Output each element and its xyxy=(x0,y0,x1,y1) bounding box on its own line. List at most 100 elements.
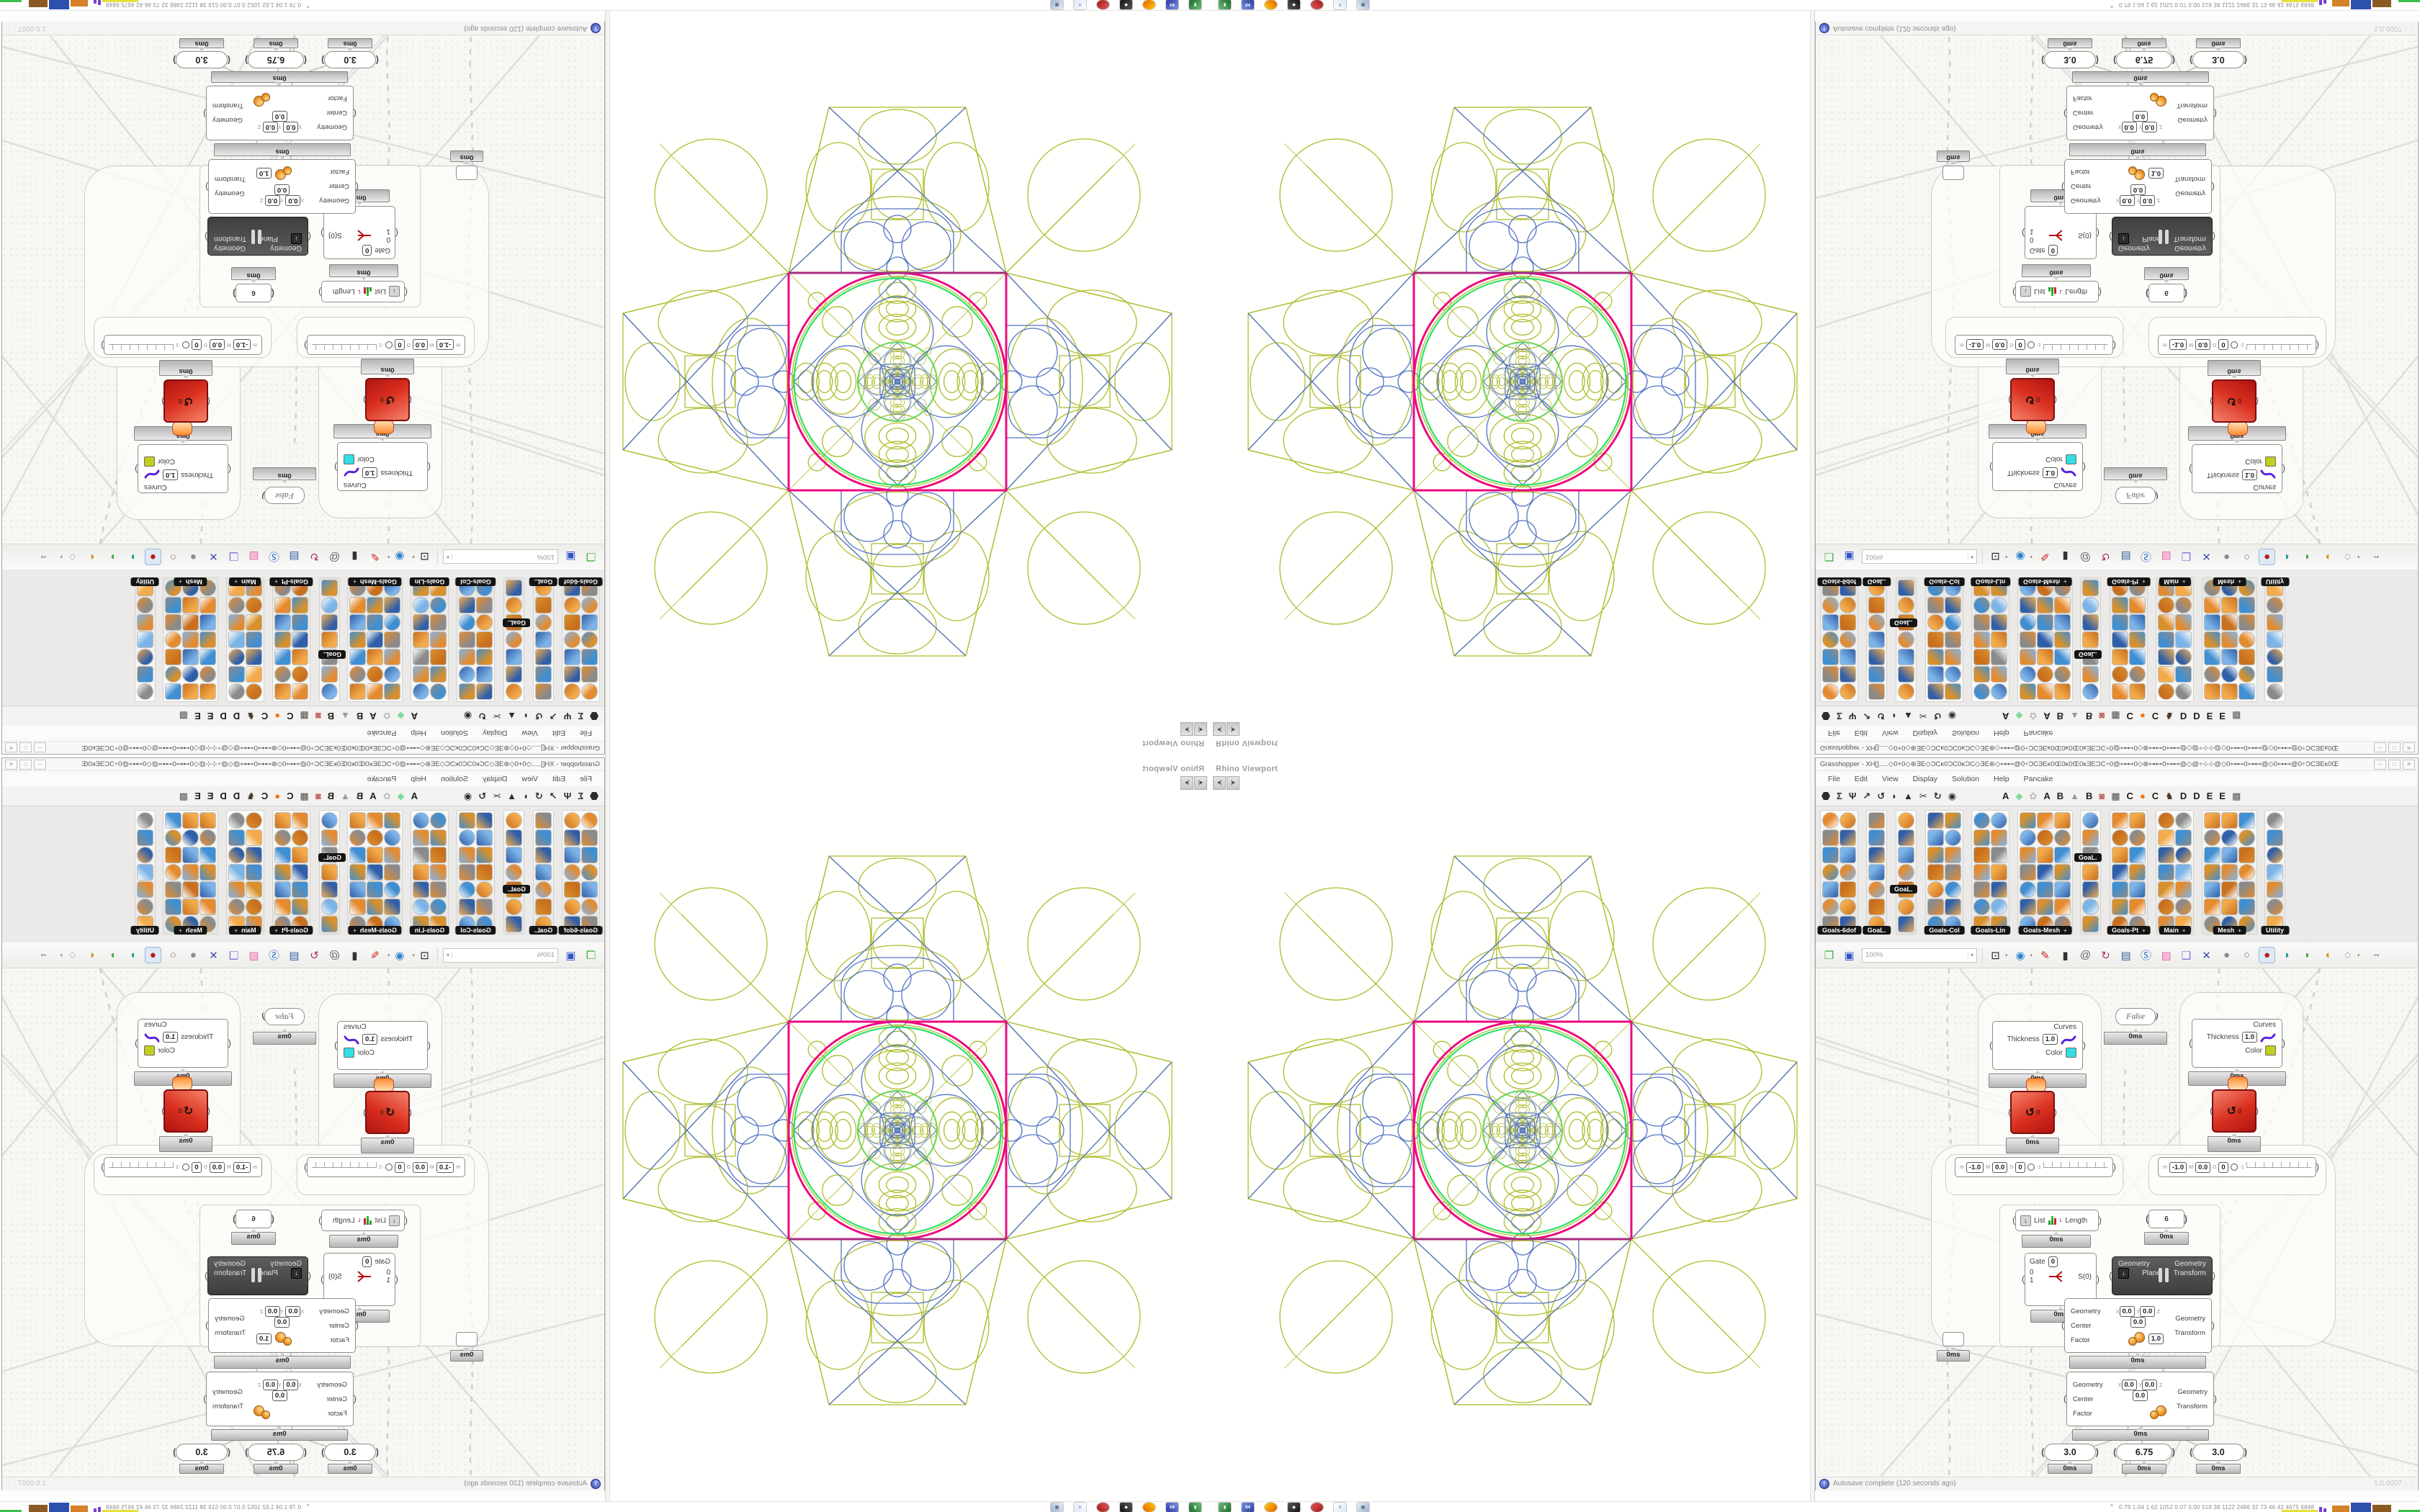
component-icon[interactable] xyxy=(2175,881,2192,898)
component-icon[interactable] xyxy=(274,666,291,683)
component-icon[interactable] xyxy=(274,899,291,915)
component-icon[interactable] xyxy=(349,812,366,829)
menu-item-edit[interactable]: Edit xyxy=(552,729,566,738)
number-slider[interactable]: 6.75 xyxy=(248,1444,304,1461)
component-icon[interactable] xyxy=(430,614,447,631)
floppy-green-icon[interactable]: ▮ xyxy=(1188,0,1202,10)
component-icon[interactable] xyxy=(459,812,475,829)
panel-label-floating[interactable]: GoaL. xyxy=(2074,853,2102,862)
inkscape-icon[interactable]: ◆ xyxy=(1119,0,1133,10)
component-icon[interactable] xyxy=(384,812,400,829)
component-icon[interactable] xyxy=(349,631,366,648)
color-swatch[interactable] xyxy=(344,1048,354,1058)
mystery-box-icon[interactable]: ▨ xyxy=(248,550,259,563)
bake-red-icon[interactable]: ● xyxy=(144,947,161,963)
component-icon[interactable] xyxy=(1927,812,1944,829)
firefox-icon[interactable] xyxy=(1142,1502,1156,1512)
domain-slider[interactable]: m -1.0 M 0.0 D 0 -1 xyxy=(307,335,465,355)
component-icon[interactable] xyxy=(321,899,338,915)
domain-slider[interactable]: m -1.0 M 0.0 D 0 -1 xyxy=(104,1157,262,1177)
slider-max-value[interactable]: 0.0 xyxy=(2195,1161,2211,1173)
color-swatch[interactable] xyxy=(2066,454,2076,464)
component-icon[interactable] xyxy=(228,899,245,915)
component-icon[interactable] xyxy=(1898,666,1914,683)
bake-gray-icon[interactable]: ● xyxy=(2223,949,2231,961)
component-icon[interactable] xyxy=(137,597,153,613)
slider-knob[interactable] xyxy=(2027,1164,2035,1171)
panel-label-floating[interactable]: GoaL. xyxy=(503,618,530,627)
component-icon[interactable] xyxy=(367,864,383,881)
panel-label[interactable]: Goals-Lin xyxy=(409,577,450,586)
component-icon[interactable] xyxy=(2037,899,2053,915)
panel-label[interactable]: Main+ xyxy=(229,577,261,586)
color-swatch[interactable] xyxy=(144,1045,155,1056)
center-z-value[interactable]: 0.0 xyxy=(2130,1317,2146,1328)
component-icon[interactable] xyxy=(349,881,366,898)
component-icon[interactable] xyxy=(2267,881,2283,898)
component-icon[interactable] xyxy=(246,683,262,700)
component-icon[interactable] xyxy=(1927,597,1944,613)
scale-component[interactable]: Geometry Center Factor X0.0 Y0.0 Z0.0 xyxy=(208,1298,356,1353)
tab-params[interactable] xyxy=(590,792,599,800)
component-icon[interactable] xyxy=(430,864,447,881)
component-icon[interactable] xyxy=(459,683,475,700)
component-icon[interactable] xyxy=(1991,847,2007,863)
component-icon[interactable] xyxy=(1839,899,1856,915)
component-icon[interactable] xyxy=(137,881,153,898)
component-icon[interactable] xyxy=(182,649,199,665)
gem-icon[interactable]: ◆ xyxy=(397,711,405,722)
component-icon[interactable] xyxy=(384,881,400,898)
menu-item-help[interactable]: Help xyxy=(411,774,427,783)
panel-label[interactable]: Goals-Col xyxy=(1924,926,1965,935)
component-icon[interactable] xyxy=(2020,631,2036,648)
component-icon[interactable] xyxy=(274,829,291,846)
component-icon[interactable] xyxy=(1973,829,1990,846)
component-icon[interactable] xyxy=(321,916,338,932)
scale-component[interactable]: Geometry Center Factor X0.0 Y0.0 Z0.0 xyxy=(208,159,356,214)
component-icon[interactable] xyxy=(1868,847,1885,863)
panel-label[interactable]: Goals-Col xyxy=(455,926,496,935)
mountain-icon[interactable]: ▲ xyxy=(341,791,350,801)
component-icon[interactable] xyxy=(200,597,216,613)
tab-curve[interactable]: ↺ xyxy=(1877,711,1886,722)
component-icon[interactable] xyxy=(2221,829,2238,846)
component-icon[interactable] xyxy=(384,649,400,665)
number-slider[interactable]: 3.0 xyxy=(176,1444,228,1461)
component-icon[interactable] xyxy=(274,614,291,631)
panel-label[interactable]: Utility xyxy=(2260,577,2290,586)
component-icon[interactable] xyxy=(564,614,581,631)
error-component[interactable]: ↺ 0 xyxy=(365,1091,410,1134)
component-icon[interactable] xyxy=(2112,649,2128,665)
minimize-button[interactable]: – xyxy=(34,760,46,770)
component-icon[interactable] xyxy=(2112,614,2128,631)
tab-plugin-E[interactable]: E xyxy=(2206,711,2213,721)
panel-label[interactable]: Mesh+ xyxy=(2213,577,2246,586)
center-y-value[interactable]: 0.0 xyxy=(264,195,280,206)
component-icon[interactable] xyxy=(2158,881,2174,898)
component-icon[interactable] xyxy=(581,812,598,829)
menu-item-pancake[interactable]: Pancake xyxy=(2023,774,2053,783)
tab-plugin-A[interactable]: A xyxy=(2043,711,2051,721)
component-icon[interactable] xyxy=(1839,649,1856,665)
tray-expander-icon[interactable]: ^ xyxy=(2110,1503,2114,1510)
thickness-value[interactable]: 1.0 xyxy=(2042,467,2058,478)
menu-item-help[interactable]: Help xyxy=(1993,729,2009,738)
component-icon[interactable] xyxy=(367,847,383,863)
tab-plugin-A[interactable]: A xyxy=(2002,791,2009,801)
component-icon[interactable] xyxy=(228,666,245,683)
shield-icon[interactable]: ◙ xyxy=(2099,791,2105,801)
bird-icon[interactable]: ♞ xyxy=(246,711,255,722)
tab-plugin-E[interactable]: E xyxy=(207,711,214,721)
find-icon[interactable]: Ⓢ xyxy=(268,950,279,962)
camera-icon[interactable]: ▮ xyxy=(351,550,358,563)
component-icon[interactable] xyxy=(2267,864,2283,881)
component-icon[interactable] xyxy=(292,847,308,863)
component-icon[interactable] xyxy=(413,597,429,613)
component-icon[interactable] xyxy=(581,631,598,648)
component-icon[interactable] xyxy=(2238,597,2255,613)
orange-dot-icon[interactable]: ● xyxy=(2139,711,2146,721)
component-icon[interactable] xyxy=(506,580,522,596)
component-icon[interactable] xyxy=(2204,631,2220,648)
